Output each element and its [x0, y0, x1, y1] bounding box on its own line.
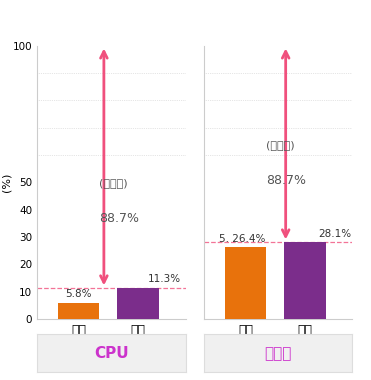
Y-axis label: (%): (%)	[1, 173, 11, 192]
Text: 메모리: 메모리	[265, 346, 292, 361]
Text: (여유율): (여유율)	[99, 178, 128, 188]
Text: 11.3%: 11.3%	[148, 274, 181, 284]
Text: CPU: CPU	[94, 346, 129, 361]
Text: 88.7%: 88.7%	[99, 212, 139, 225]
Bar	[58, 303, 99, 319]
Text: 5. 26.4%: 5. 26.4%	[220, 234, 266, 244]
Text: (여유율): (여유율)	[266, 139, 295, 150]
Bar	[225, 247, 266, 319]
Text: 5.8%: 5.8%	[65, 289, 92, 299]
Text: 88.7%: 88.7%	[266, 174, 306, 187]
Text: 28.1%: 28.1%	[318, 229, 351, 239]
Bar	[284, 242, 326, 319]
Bar	[117, 288, 159, 319]
